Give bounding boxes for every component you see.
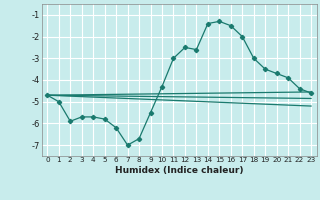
X-axis label: Humidex (Indice chaleur): Humidex (Indice chaleur) [115,166,244,175]
